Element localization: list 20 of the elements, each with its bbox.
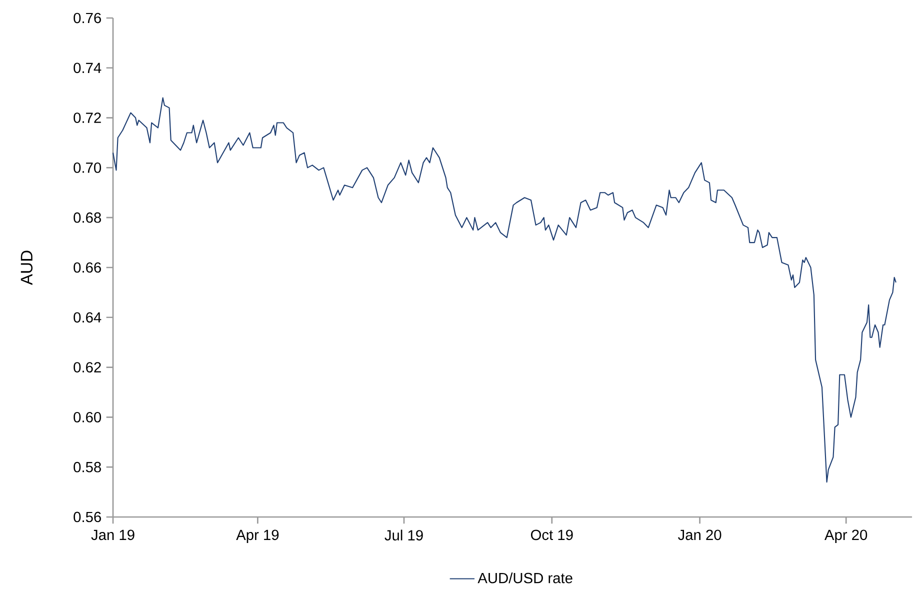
y-tick-label: 0.58 [74, 462, 101, 472]
x-tick-label: Apr 20 [824, 530, 868, 543]
x-tick-label: Jan 19 [91, 530, 134, 540]
y-tick-label: 0.68 [74, 212, 101, 223]
y-tick-label: 0.70 [74, 162, 102, 173]
y-tick-label: 0.72 [74, 112, 101, 123]
x-tick-label: Apr 19 [236, 530, 279, 543]
legend-label: AUD/USD rate [478, 572, 572, 584]
y-tick-label: 0.64 [74, 312, 102, 323]
y-tick-label: 0.62 [74, 362, 101, 372]
x-tick-label: Jul 19 [384, 530, 423, 540]
y-tick-label: 0.66 [74, 262, 101, 273]
y-axis-title: AUD [20, 250, 33, 286]
y-tick-label: 0.56 [74, 512, 101, 522]
x-tick-label: Jan 20 [678, 530, 722, 540]
line-series [112, 97, 896, 483]
x-tick-label: Oct 19 [530, 530, 573, 540]
y-tick-label: 0.60 [74, 412, 102, 422]
y-tick-label: 0.76 [74, 12, 101, 24]
y-tick-label: 0.74 [74, 62, 102, 74]
